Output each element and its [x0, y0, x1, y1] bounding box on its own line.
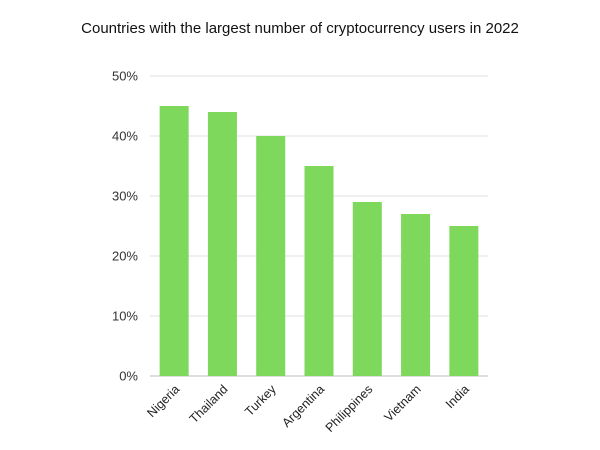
- y-tick-label: 30%: [112, 189, 138, 204]
- chart-title: Countries with the largest number of cry…: [81, 20, 519, 37]
- x-tick-label-philippines: Philippines: [323, 382, 376, 435]
- x-tick-label-vietnam: Vietnam: [382, 382, 424, 424]
- bar-thailand: [207, 112, 237, 376]
- x-tick-label-turkey: Turkey: [242, 382, 279, 419]
- y-tick-label: 0%: [119, 369, 138, 384]
- y-tick-label: 20%: [112, 249, 138, 264]
- x-tick-label-thailand: Thailand: [187, 382, 231, 426]
- bar-argentina: [304, 166, 334, 376]
- bar-vietnam: [401, 214, 431, 376]
- y-tick-label: 50%: [112, 69, 138, 84]
- x-tick-label-argentina: Argentina: [279, 382, 327, 430]
- bar-philippines: [352, 202, 382, 376]
- bars: [159, 106, 479, 376]
- x-tick-label-nigeria: Nigeria: [144, 382, 182, 420]
- bar-nigeria: [159, 106, 189, 376]
- y-tick-label: 40%: [112, 129, 138, 144]
- x-tick-label-india: India: [443, 382, 472, 411]
- x-axis-category-labels: Nigeria Thailand Turkey ArgentinaPhilippine…: [144, 382, 472, 435]
- y-tick-label: 10%: [112, 309, 138, 324]
- bar-india: [449, 226, 479, 376]
- bar-turkey: [256, 136, 286, 376]
- y-axis-tick-labels: 0% 10% 20% 30% 40% 50%: [112, 69, 138, 384]
